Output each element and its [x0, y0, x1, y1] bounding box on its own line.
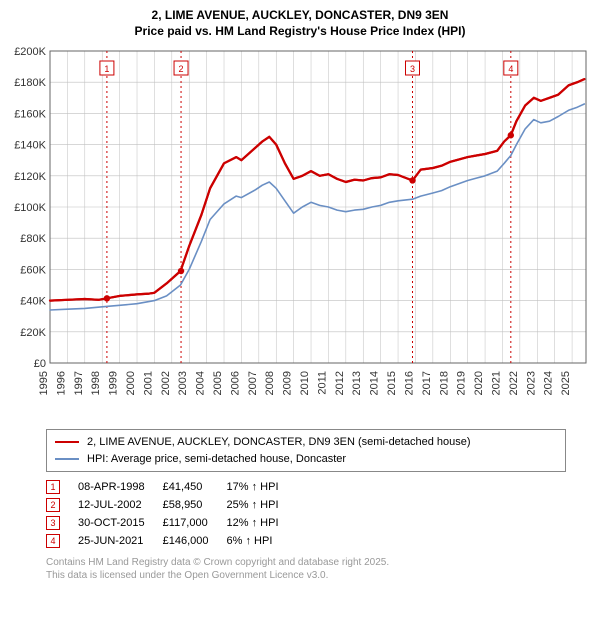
- svg-text:2025: 2025: [560, 371, 572, 395]
- svg-text:2008: 2008: [264, 371, 276, 395]
- svg-text:2000: 2000: [125, 371, 137, 395]
- tx-price: £117,000: [163, 514, 227, 532]
- svg-text:1: 1: [104, 64, 109, 74]
- svg-text:1997: 1997: [73, 371, 85, 395]
- footer: Contains HM Land Registry data © Crown c…: [46, 556, 592, 582]
- svg-text:2024: 2024: [543, 371, 555, 395]
- svg-text:2014: 2014: [369, 371, 381, 395]
- svg-text:£0: £0: [34, 358, 46, 370]
- tx-delta: 6% ↑ HPI: [227, 532, 297, 550]
- svg-text:£80K: £80K: [20, 233, 46, 245]
- svg-text:£180K: £180K: [14, 77, 46, 89]
- svg-text:2012: 2012: [334, 371, 346, 395]
- chart-svg: £0 £20K £40K £60K £80K £100K £120K £140K £160K £1…: [8, 45, 592, 425]
- marker-box: 1: [46, 480, 60, 494]
- table-row: 3 30-OCT-2015£117,00012% ↑ HPI: [46, 514, 297, 532]
- legend-label: 2, LIME AVENUE, AUCKLEY, DONCASTER, DN9 …: [87, 434, 471, 451]
- tx-price: £146,000: [163, 532, 227, 550]
- svg-text:2018: 2018: [438, 371, 450, 395]
- legend-row: 2, LIME AVENUE, AUCKLEY, DONCASTER, DN9 …: [55, 434, 557, 451]
- svg-text:2: 2: [179, 64, 184, 74]
- table-row: 1 08-APR-1998£41,45017% ↑ HPI: [46, 478, 297, 496]
- svg-text:2009: 2009: [282, 371, 294, 395]
- svg-text:2020: 2020: [473, 371, 485, 395]
- marker-box: 3: [46, 516, 60, 530]
- tx-delta: 12% ↑ HPI: [227, 514, 297, 532]
- svg-text:2019: 2019: [456, 371, 468, 395]
- svg-text:2021: 2021: [490, 371, 502, 395]
- svg-text:2016: 2016: [403, 371, 415, 395]
- svg-text:3: 3: [410, 64, 415, 74]
- transactions-table: 1 08-APR-1998£41,45017% ↑ HPI 2 12-JUL-2002…: [46, 478, 297, 550]
- svg-text:2017: 2017: [421, 371, 433, 395]
- tx-delta: 25% ↑ HPI: [227, 496, 297, 514]
- svg-text:£40K: £40K: [20, 296, 46, 308]
- marker-box: 4: [46, 534, 60, 548]
- tx-date: 30-OCT-2015: [78, 514, 163, 532]
- svg-text:£160K: £160K: [14, 109, 46, 121]
- title-line-2: Price paid vs. HM Land Registry's House …: [8, 24, 592, 40]
- svg-text:2013: 2013: [351, 371, 363, 395]
- tx-date: 08-APR-1998: [78, 478, 163, 496]
- svg-text:1998: 1998: [90, 371, 102, 395]
- svg-text:4: 4: [508, 64, 513, 74]
- svg-text:1999: 1999: [108, 371, 120, 395]
- tx-price: £58,950: [163, 496, 227, 514]
- legend-swatch: [55, 441, 79, 443]
- legend-row: HPI: Average price, semi-detached house,…: [55, 451, 557, 468]
- svg-text:2023: 2023: [525, 371, 537, 395]
- svg-text:£20K: £20K: [20, 327, 46, 339]
- footer-line-2: This data is licensed under the Open Gov…: [46, 569, 592, 582]
- svg-text:£120K: £120K: [14, 171, 46, 183]
- chart-title: 2, LIME AVENUE, AUCKLEY, DONCASTER, DN9 …: [8, 8, 592, 39]
- svg-text:2015: 2015: [386, 371, 398, 395]
- svg-text:1996: 1996: [55, 371, 67, 395]
- svg-text:2010: 2010: [299, 371, 311, 395]
- svg-text:£60K: £60K: [20, 265, 46, 277]
- svg-text:£200K: £200K: [14, 46, 46, 58]
- legend-swatch: [55, 458, 79, 460]
- svg-text:1995: 1995: [38, 371, 50, 395]
- svg-text:£100K: £100K: [14, 202, 46, 214]
- svg-text:2011: 2011: [316, 371, 328, 395]
- legend-label: HPI: Average price, semi-detached house,…: [87, 451, 346, 468]
- svg-text:2003: 2003: [177, 371, 189, 395]
- svg-text:2004: 2004: [195, 371, 207, 395]
- tx-price: £41,450: [163, 478, 227, 496]
- footer-line-1: Contains HM Land Registry data © Crown c…: [46, 556, 592, 569]
- svg-text:£140K: £140K: [14, 140, 46, 152]
- tx-delta: 17% ↑ HPI: [227, 478, 297, 496]
- svg-text:2001: 2001: [142, 371, 154, 395]
- tx-date: 25-JUN-2021: [78, 532, 163, 550]
- svg-text:2005: 2005: [212, 371, 224, 395]
- svg-text:2022: 2022: [508, 371, 520, 395]
- table-row: 4 25-JUN-2021£146,0006% ↑ HPI: [46, 532, 297, 550]
- svg-text:2002: 2002: [160, 371, 172, 395]
- legend: 2, LIME AVENUE, AUCKLEY, DONCASTER, DN9 …: [46, 429, 566, 472]
- table-row: 2 12-JUL-2002£58,95025% ↑ HPI: [46, 496, 297, 514]
- price-chart: £0 £20K £40K £60K £80K £100K £120K £140K £160K £1…: [8, 45, 592, 425]
- title-line-1: 2, LIME AVENUE, AUCKLEY, DONCASTER, DN9 …: [8, 8, 592, 24]
- svg-text:2007: 2007: [247, 371, 259, 395]
- marker-box: 2: [46, 498, 60, 512]
- tx-date: 12-JUL-2002: [78, 496, 163, 514]
- svg-text:2006: 2006: [229, 371, 241, 395]
